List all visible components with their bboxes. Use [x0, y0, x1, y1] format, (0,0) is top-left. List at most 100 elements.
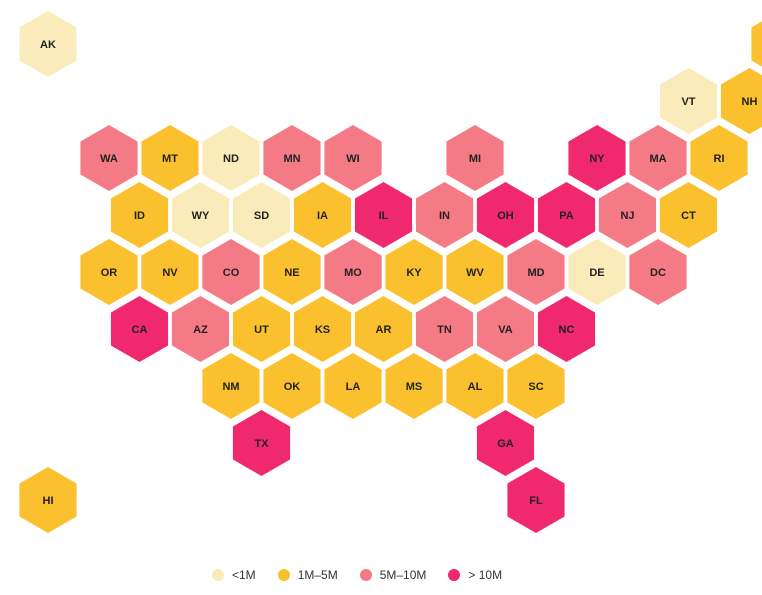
state-tile-nv[interactable]: NV — [141, 239, 199, 305]
state-hex-il[interactable] — [354, 182, 413, 248]
state-hex-al[interactable] — [446, 353, 504, 419]
state-hex-nd[interactable] — [202, 125, 260, 191]
state-tile-tx[interactable]: TX — [232, 410, 291, 476]
state-hex-la[interactable] — [324, 353, 382, 419]
state-hex-ct[interactable] — [659, 182, 718, 248]
state-hex-md[interactable] — [507, 239, 565, 305]
state-hex-or[interactable] — [80, 239, 138, 305]
state-tile-ok[interactable]: OK — [263, 353, 321, 419]
state-hex-dc[interactable] — [629, 239, 687, 305]
state-tile-wi[interactable]: WI — [324, 125, 382, 191]
state-tile-sd[interactable]: SD — [232, 182, 291, 248]
state-hex-me[interactable] — [751, 11, 762, 77]
state-hex-va[interactable] — [476, 296, 535, 362]
state-hex-ok[interactable] — [263, 353, 321, 419]
state-tile-la[interactable]: LA — [324, 353, 382, 419]
state-hex-ak[interactable] — [19, 11, 77, 77]
state-hex-ar[interactable] — [354, 296, 413, 362]
state-hex-ia[interactable] — [293, 182, 352, 248]
state-hex-vt[interactable] — [659, 68, 718, 134]
state-tile-oh[interactable]: OH — [476, 182, 535, 248]
state-tile-co[interactable]: CO — [202, 239, 260, 305]
state-tile-or[interactable]: OR — [80, 239, 138, 305]
state-tile-nc[interactable]: NC — [537, 296, 596, 362]
state-tile-nj[interactable]: NJ — [598, 182, 657, 248]
state-hex-wa[interactable] — [80, 125, 138, 191]
state-hex-tn[interactable] — [415, 296, 474, 362]
state-tile-ms[interactable]: MS — [385, 353, 443, 419]
state-tile-hi[interactable]: HI — [19, 467, 77, 533]
state-tile-de[interactable]: DE — [568, 239, 626, 305]
state-hex-ny[interactable] — [568, 125, 626, 191]
state-tile-ga[interactable]: GA — [476, 410, 535, 476]
state-hex-ne[interactable] — [263, 239, 321, 305]
state-tile-ne[interactable]: NE — [263, 239, 321, 305]
state-tile-mt[interactable]: MT — [141, 125, 199, 191]
state-hex-fl[interactable] — [507, 467, 565, 533]
state-hex-mt[interactable] — [141, 125, 199, 191]
state-hex-az[interactable] — [171, 296, 230, 362]
state-hex-ms[interactable] — [385, 353, 443, 419]
state-hex-oh[interactable] — [476, 182, 535, 248]
state-tile-wy[interactable]: WY — [171, 182, 230, 248]
state-hex-in[interactable] — [415, 182, 474, 248]
state-hex-sd[interactable] — [232, 182, 291, 248]
state-tile-wv[interactable]: WV — [446, 239, 504, 305]
state-tile-nm[interactable]: NM — [202, 353, 260, 419]
state-tile-ma[interactable]: MA — [629, 125, 687, 191]
state-tile-ri[interactable]: RI — [690, 125, 748, 191]
state-tile-dc[interactable]: DC — [629, 239, 687, 305]
state-hex-wy[interactable] — [171, 182, 230, 248]
state-hex-ga[interactable] — [476, 410, 535, 476]
state-tile-ca[interactable]: CA — [110, 296, 169, 362]
state-tile-ar[interactable]: AR — [354, 296, 413, 362]
state-tile-nh[interactable]: NH — [720, 68, 762, 134]
state-hex-mi[interactable] — [446, 125, 504, 191]
state-hex-ca[interactable] — [110, 296, 169, 362]
state-hex-nv[interactable] — [141, 239, 199, 305]
state-hex-nh[interactable] — [720, 68, 762, 134]
state-tile-il[interactable]: IL — [354, 182, 413, 248]
state-hex-mo[interactable] — [324, 239, 382, 305]
state-tile-tn[interactable]: TN — [415, 296, 474, 362]
state-tile-fl[interactable]: FL — [507, 467, 565, 533]
state-hex-wv[interactable] — [446, 239, 504, 305]
state-hex-de[interactable] — [568, 239, 626, 305]
state-hex-id[interactable] — [110, 182, 169, 248]
state-hex-pa[interactable] — [537, 182, 596, 248]
state-tile-mo[interactable]: MO — [324, 239, 382, 305]
state-tile-sc[interactable]: SC — [507, 353, 565, 419]
state-hex-ut[interactable] — [232, 296, 291, 362]
state-hex-wi[interactable] — [324, 125, 382, 191]
state-tile-nd[interactable]: ND — [202, 125, 260, 191]
state-hex-hi[interactable] — [19, 467, 77, 533]
state-tile-id[interactable]: ID — [110, 182, 169, 248]
state-tile-vt[interactable]: VT — [659, 68, 718, 134]
state-hex-tx[interactable] — [232, 410, 291, 476]
state-tile-va[interactable]: VA — [476, 296, 535, 362]
state-hex-nc[interactable] — [537, 296, 596, 362]
state-tile-ny[interactable]: NY — [568, 125, 626, 191]
state-tile-mn[interactable]: MN — [263, 125, 321, 191]
state-tile-mi[interactable]: MI — [446, 125, 504, 191]
state-tile-ky[interactable]: KY — [385, 239, 443, 305]
state-hex-nj[interactable] — [598, 182, 657, 248]
state-hex-nm[interactable] — [202, 353, 260, 419]
state-tile-ut[interactable]: UT — [232, 296, 291, 362]
state-hex-ri[interactable] — [690, 125, 748, 191]
state-tile-wa[interactable]: WA — [80, 125, 138, 191]
state-hex-ks[interactable] — [293, 296, 352, 362]
state-tile-al[interactable]: AL — [446, 353, 504, 419]
state-tile-az[interactable]: AZ — [171, 296, 230, 362]
state-tile-pa[interactable]: PA — [537, 182, 596, 248]
state-tile-ak[interactable]: AK — [19, 11, 77, 77]
state-hex-mn[interactable] — [263, 125, 321, 191]
state-hex-co[interactable] — [202, 239, 260, 305]
state-tile-ct[interactable]: CT — [659, 182, 718, 248]
state-tile-ia[interactable]: IA — [293, 182, 352, 248]
state-tile-md[interactable]: MD — [507, 239, 565, 305]
state-tile-ks[interactable]: KS — [293, 296, 352, 362]
state-tile-in[interactable]: IN — [415, 182, 474, 248]
state-tile-me[interactable]: ME — [751, 11, 762, 77]
state-hex-ma[interactable] — [629, 125, 687, 191]
